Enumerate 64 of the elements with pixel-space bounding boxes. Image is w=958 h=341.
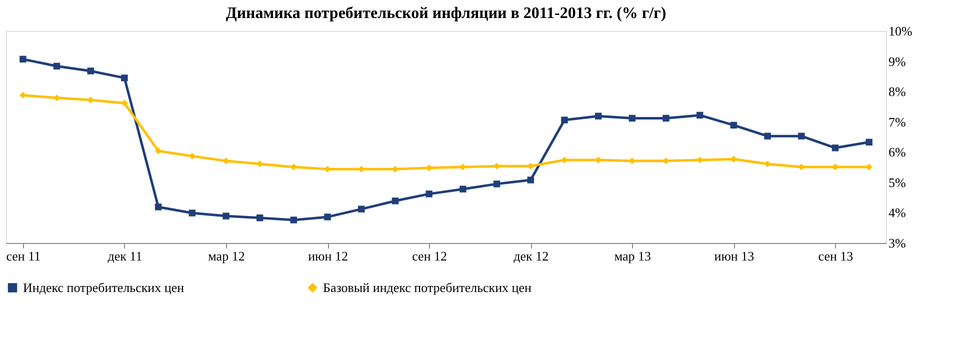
y-tick-label: 9% bbox=[888, 54, 906, 69]
point bbox=[53, 62, 60, 70]
point bbox=[154, 204, 162, 210]
point bbox=[392, 166, 399, 172]
y-tick-label: 5% bbox=[888, 174, 906, 190]
x-tick-label: мар 12 bbox=[208, 248, 245, 264]
point bbox=[561, 156, 568, 164]
point bbox=[20, 56, 26, 63]
y-tick-label: 3% bbox=[888, 236, 906, 250]
point bbox=[324, 214, 331, 220]
point bbox=[426, 164, 432, 172]
chart-title: Динамика потребительской инфляции в 2011-2013 гг. (% г/г) bbox=[226, 5, 666, 22]
point bbox=[662, 158, 670, 164]
point bbox=[527, 176, 534, 184]
point bbox=[460, 164, 466, 170]
point bbox=[832, 144, 839, 152]
y-tick-label: 7% bbox=[888, 114, 906, 130]
point bbox=[87, 96, 94, 104]
point bbox=[798, 164, 805, 170]
y-tick-label: 6% bbox=[888, 144, 906, 160]
x-tick-label: мар 13 bbox=[614, 248, 651, 264]
point bbox=[222, 158, 230, 164]
point bbox=[188, 210, 196, 216]
point bbox=[256, 214, 264, 222]
point bbox=[493, 180, 500, 188]
point bbox=[730, 122, 738, 129]
point bbox=[20, 92, 26, 99]
point bbox=[561, 116, 568, 124]
point bbox=[392, 198, 399, 204]
point bbox=[188, 152, 196, 160]
point bbox=[594, 112, 602, 120]
legend-label: Индекс потребительских цен bbox=[23, 280, 184, 295]
point bbox=[460, 186, 466, 192]
point bbox=[527, 162, 534, 170]
legend-label: Базовый индекс потребительских цен bbox=[323, 280, 532, 295]
point bbox=[154, 148, 162, 154]
point bbox=[358, 206, 365, 212]
point bbox=[696, 112, 704, 119]
point bbox=[358, 166, 365, 172]
point bbox=[324, 166, 331, 172]
y-tick-label: 10% bbox=[888, 24, 912, 38]
point bbox=[764, 160, 771, 168]
point bbox=[53, 94, 60, 102]
x-tick-label: июн 13 bbox=[714, 248, 754, 264]
point bbox=[426, 190, 432, 198]
point bbox=[798, 132, 805, 140]
point bbox=[628, 114, 636, 122]
point bbox=[290, 216, 298, 224]
x-tick-label: сен 11 bbox=[6, 248, 41, 264]
point bbox=[121, 74, 128, 82]
point bbox=[222, 212, 230, 220]
point bbox=[121, 100, 128, 106]
x-tick-label: сен 13 bbox=[818, 248, 854, 264]
point bbox=[764, 132, 771, 140]
point bbox=[87, 68, 94, 74]
point bbox=[866, 164, 872, 170]
x-tick-label: дек 12 bbox=[514, 248, 549, 264]
point bbox=[662, 114, 670, 122]
y-tick-label: 4% bbox=[888, 205, 906, 220]
x-tick-label: сен 12 bbox=[412, 248, 448, 264]
point bbox=[866, 138, 872, 146]
x-tick-label: дек 11 bbox=[108, 248, 142, 264]
x-tick-label: июн 12 bbox=[308, 248, 348, 264]
y-tick-label: 8% bbox=[888, 84, 906, 100]
